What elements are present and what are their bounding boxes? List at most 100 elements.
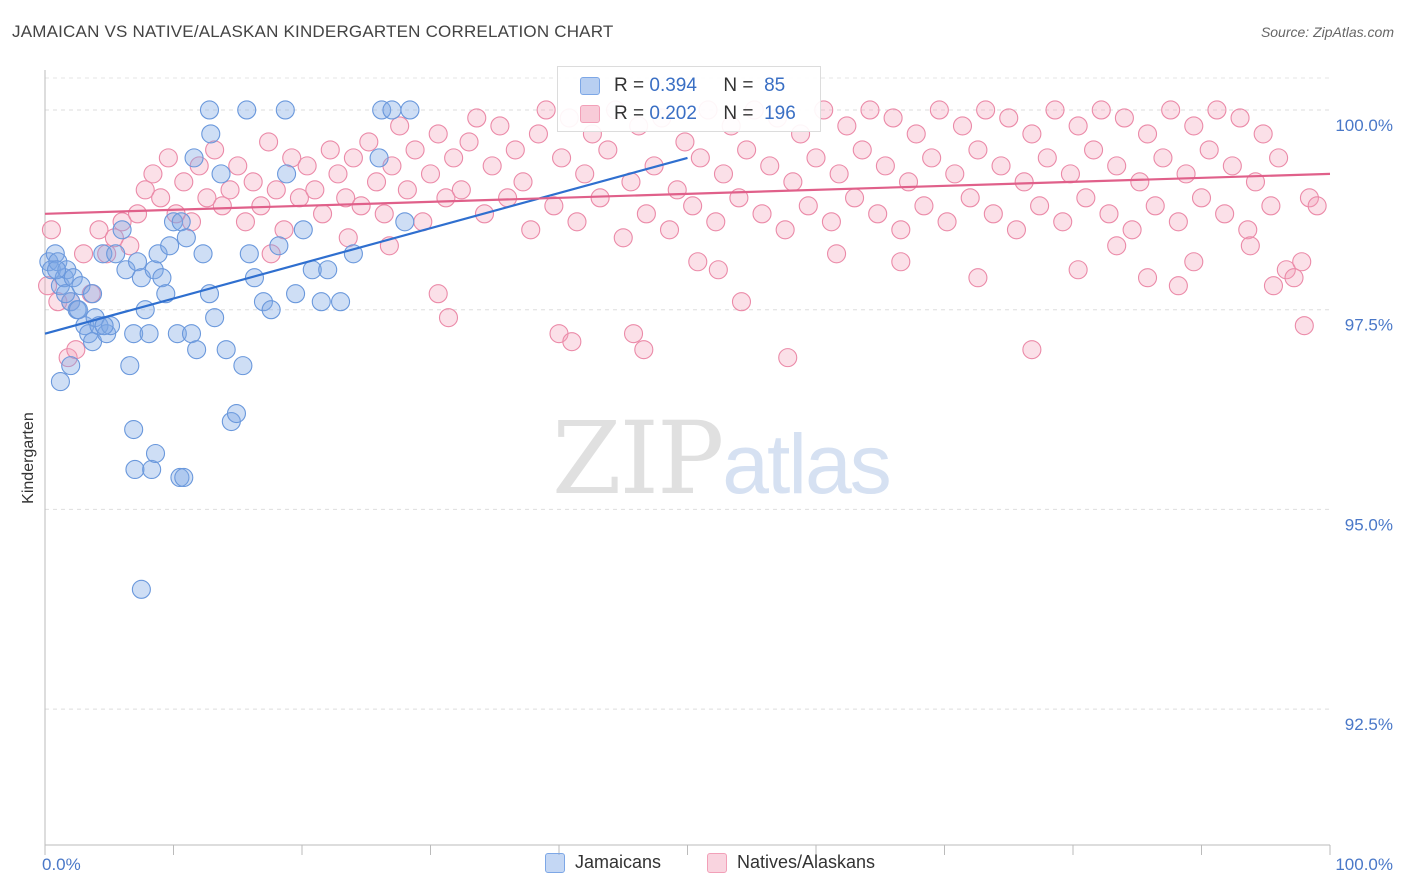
- native-point: [1068, 116, 1088, 136]
- native-point: [1307, 196, 1327, 216]
- native-point: [1168, 212, 1188, 232]
- native-point: [929, 100, 949, 120]
- native-point: [891, 252, 911, 272]
- legend-n-label: N =: [723, 75, 754, 96]
- native-point: [1238, 220, 1258, 240]
- native-point: [490, 116, 510, 136]
- native-point: [1037, 148, 1057, 168]
- native-point: [688, 252, 708, 272]
- native-point: [667, 180, 687, 200]
- jamaican-point: [239, 244, 259, 264]
- jamaican-point: [277, 164, 297, 184]
- native-point: [174, 172, 194, 192]
- jamaican-point: [174, 467, 194, 488]
- jamaican-point: [57, 260, 77, 280]
- native-point: [1076, 188, 1096, 208]
- native-point: [1191, 188, 1212, 208]
- native-point: [151, 188, 171, 208]
- native-point: [922, 148, 942, 168]
- native-point: [1184, 252, 1204, 272]
- native-point: [397, 180, 417, 200]
- jamaican-point: [45, 244, 65, 264]
- native-point: [41, 220, 61, 240]
- jamaican-point: [343, 244, 363, 264]
- jamaican-point: [160, 236, 180, 256]
- legend-item-jamaicans[interactable]: Jamaicans: [545, 852, 661, 873]
- native-point: [1153, 148, 1173, 168]
- y-tick-label: 92.5%: [1345, 715, 1393, 734]
- legend-r-label: R =: [614, 75, 645, 96]
- jamaican-point: [167, 324, 187, 344]
- jamaican-trend-line: [44, 156, 688, 335]
- jamaican-point: [395, 212, 415, 232]
- native-point: [1114, 108, 1134, 128]
- native-point: [752, 204, 772, 224]
- native-point: [127, 204, 148, 224]
- jamaican-point: [318, 260, 338, 280]
- native-point: [659, 220, 680, 240]
- jamaican-point: [199, 100, 220, 120]
- native-point: [636, 204, 656, 224]
- native-point: [968, 268, 988, 288]
- native-point: [112, 212, 132, 232]
- y-tick-label: 100.0%: [1335, 116, 1393, 135]
- native-point: [313, 204, 333, 224]
- jamaican-point: [372, 100, 392, 120]
- native-point: [883, 108, 903, 128]
- native-point: [675, 132, 695, 152]
- native-point: [351, 196, 371, 216]
- native-point: [1168, 276, 1188, 296]
- native-point: [420, 164, 441, 184]
- legend-item-natives[interactable]: Natives/Alaskans: [707, 852, 875, 873]
- native-point: [1276, 260, 1296, 280]
- native-point: [1014, 172, 1034, 192]
- native-point: [521, 220, 541, 240]
- jamaican-point: [125, 459, 145, 480]
- native-point: [320, 140, 340, 160]
- legend-swatch-jamaicans: [545, 852, 565, 873]
- jamaican-point: [112, 220, 132, 240]
- native-point: [1161, 100, 1181, 120]
- jamaican-point: [71, 276, 91, 296]
- jamaican-point: [116, 260, 136, 280]
- native-point: [366, 172, 387, 192]
- native-point: [1122, 220, 1142, 240]
- jamaican-point: [311, 292, 331, 312]
- native-point: [567, 212, 587, 232]
- legend-row-jamaicans: R = 0.394 N = 85: [580, 73, 785, 99]
- jamaican-point: [139, 324, 159, 344]
- jamaican-point: [120, 356, 140, 376]
- native-point: [960, 188, 980, 208]
- native-point: [806, 148, 826, 168]
- jamaican-point: [269, 236, 289, 256]
- jamaican-point: [193, 244, 213, 264]
- jamaican-point: [237, 100, 257, 120]
- jamaican-point: [127, 252, 148, 272]
- native-point: [1240, 236, 1260, 256]
- native-point: [74, 244, 94, 264]
- native-point: [1130, 172, 1150, 192]
- jamaican-point: [124, 419, 144, 440]
- legend-swatch-jamaicans: [580, 77, 600, 95]
- native-point: [328, 164, 348, 184]
- native-point: [1006, 220, 1027, 240]
- native-point: [498, 188, 518, 208]
- native-point: [220, 180, 240, 200]
- jamaican-point: [56, 284, 76, 304]
- native-point: [737, 140, 757, 160]
- jamaican-point: [261, 300, 281, 320]
- native-point: [405, 140, 425, 160]
- series-legend: Jamaicans Natives/Alaskans: [0, 852, 1406, 878]
- native-trend-line: [44, 172, 1331, 215]
- native-point: [482, 156, 502, 176]
- native-point: [937, 212, 957, 232]
- native-point: [952, 116, 973, 136]
- native-point: [1145, 196, 1165, 216]
- jamaican-point: [253, 292, 274, 312]
- native-point: [158, 148, 178, 168]
- native-point: [261, 244, 281, 264]
- native-point: [844, 188, 865, 208]
- legend-label-jamaicans: Jamaicans: [575, 852, 662, 872]
- jamaican-point: [171, 212, 191, 232]
- native-point: [829, 164, 849, 184]
